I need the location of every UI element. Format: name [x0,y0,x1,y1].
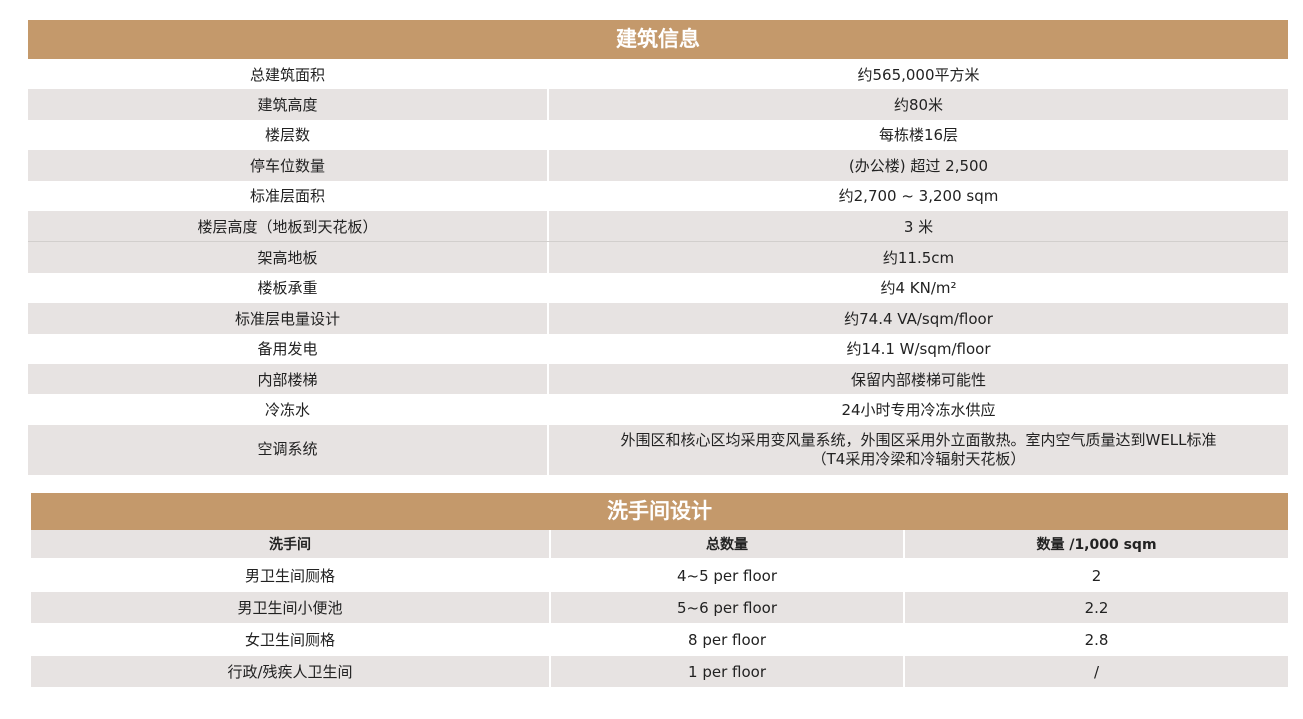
row-label: 楼板承重 [28,272,549,304]
row-label: 标准层面积 [28,180,549,211]
row-value: 保留内部楼梯可能性 [549,364,1288,394]
cell-value-line: 保留内部楼梯可能性 [850,370,986,389]
row-label: 停车位数量 [28,150,549,181]
row-label: 备用发电 [28,333,549,364]
building-info-title: 建筑信息 [28,20,1288,59]
row-label: 建筑高度 [28,89,549,120]
table-row: 男卫生间厕格 4~5 per floor 2 [31,560,1288,591]
table-cell: 2 [1091,566,1102,585]
row-value: 约80米 [549,89,1288,119]
row-label: 冷冻水 [28,394,549,425]
cell-value-line: (办公楼) 超过 2,500 [848,156,989,175]
cell-value-line: 约14.1 W/sqm/floor [846,340,991,359]
table-row: 楼层高度（地板到天花板） 3 米 [28,210,1288,242]
table-cell: 2.2 [1084,598,1109,617]
cell-value-line: 约2,700 ~ 3,200 sqm [838,187,999,206]
row-value: 外围区和核心区均采用变风量系统，外围区采用外立面散热。室内空气质量达到WELL标… [549,425,1288,475]
table-row: 架高地板 约11.5cm [28,241,1288,273]
row-label: 楼层数 [28,119,549,151]
cell-value-line: 3 米 [903,217,934,236]
table-cell: 5~6 per floor [551,592,905,623]
table-row: 女卫生间厕格 8 per floor 2.8 [31,624,1288,655]
row-label: 楼层高度（地板到天花板） [28,210,549,242]
table-row: 建筑高度 约80米 [28,89,1288,120]
table-cell: 男卫生间小便池 [31,592,551,623]
column-header: 总数量 [551,530,905,558]
building-info-table: 建筑信息 总建筑面积 约565,000平方米建筑高度 约80米楼层数 每栋楼16层停车… [28,20,1288,475]
cell-value-line: 约565,000平方米 [857,65,980,84]
table-header-row: 洗手间 总数量 数量 /1,000 sqm [31,530,1288,558]
table-cell: / [1093,662,1100,681]
row-value: 约565,000平方米 [549,59,1288,89]
row-value: 约74.4 VA/sqm/floor [549,303,1288,333]
table-row: 标准层电量设计 约74.4 VA/sqm/floor [28,303,1288,334]
table-cell: 行政/残疾人卫生间 [31,656,551,687]
cell-value-line: 约74.4 VA/sqm/floor [844,309,993,328]
restroom-design-table: 洗手间设计 洗手间 总数量 数量 /1,000 sqm 男卫生间厕格 4~5 pe… [31,493,1288,688]
cell-value-line: 约4 KN/m² [880,279,957,298]
table-row: 行政/残疾人卫生间 1 per floor / [31,656,1288,687]
row-value: 24小时专用冷冻水供应 [549,394,1288,424]
table-cell: 8 per floor [551,624,905,655]
table-row: 空调系统 外围区和核心区均采用变风量系统，外围区采用外立面散热。室内空气质量达到W… [28,424,1288,475]
table-row: 备用发电 约14.1 W/sqm/floor [28,333,1288,364]
column-header: 洗手间 [31,530,551,558]
cell-value-line: 外围区和核心区均采用变风量系统，外围区采用外立面散热。室内空气质量达到WELL标… [620,430,1217,449]
row-label: 内部楼梯 [28,363,549,395]
table-cell: 男卫生间厕格 [31,560,551,591]
row-value: 约11.5cm [549,242,1288,272]
table-cell: 女卫生间厕格 [31,624,551,655]
table-row: 楼层数 每栋楼16层 [28,119,1288,151]
table-row: 冷冻水 24小时专用冷冻水供应 [28,394,1288,425]
table-row: 总建筑面积 约565,000平方米 [28,59,1288,90]
table-row: 楼板承重 约4 KN/m² [28,272,1288,304]
table-row: 标准层面积 约2,700 ~ 3,200 sqm [28,180,1288,211]
row-value: 每栋楼16层 [549,120,1288,150]
cell-value-line: 24小时专用冷冻水供应 [841,400,996,419]
table-cell: 4~5 per floor [551,560,905,591]
restroom-design-title: 洗手间设计 [31,493,1288,530]
row-value: (办公楼) 超过 2,500 [549,150,1288,180]
table-row: 停车位数量 (办公楼) 超过 2,500 [28,150,1288,181]
row-label: 架高地板 [28,242,549,273]
column-header: 数量 /1,000 sqm [1036,537,1157,553]
cell-value-line: 约11.5cm [882,249,955,268]
row-value: 约2,700 ~ 3,200 sqm [549,181,1288,211]
row-value: 3 米 [549,211,1288,241]
row-label: 总建筑面积 [28,59,549,90]
row-label: 空调系统 [28,424,549,475]
table-cell: 2.8 [1084,630,1109,649]
row-value: 约14.1 W/sqm/floor [549,334,1288,364]
table-cell: 1 per floor [551,656,905,687]
table-row: 男卫生间小便池 5~6 per floor 2.2 [31,592,1288,623]
table-row: 内部楼梯 保留内部楼梯可能性 [28,363,1288,395]
cell-value-line: （T4采用冷梁和冷辐射天花板） [811,449,1026,468]
row-label: 标准层电量设计 [28,303,549,334]
cell-value-line: 每栋楼16层 [878,126,959,145]
row-value: 约4 KN/m² [549,273,1288,303]
cell-value-line: 约80米 [893,96,944,115]
